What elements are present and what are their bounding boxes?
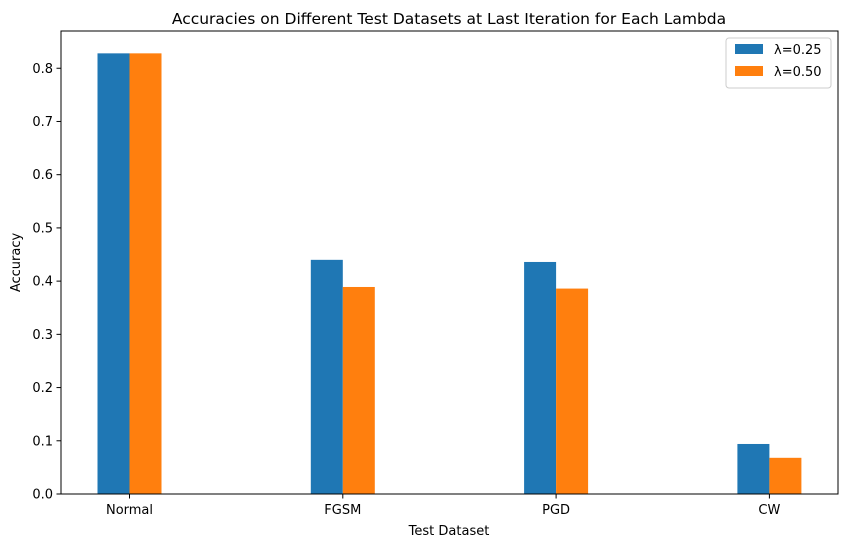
x-tick-label-pgd: PGD: [542, 503, 570, 518]
bar-pgd-series-1: [524, 261, 557, 494]
y-axis-title: Accuracy: [9, 233, 24, 293]
bar-pgd-series-2: [556, 288, 589, 494]
bar-fgsm-series-1: [310, 259, 343, 494]
x-axis: Normal FGSM PGD CW: [106, 494, 781, 518]
legend: λ=0.25 λ=0.50: [725, 37, 832, 89]
x-axis-title: Test Dataset: [408, 524, 490, 539]
legend-swatch-lambda-025: [735, 44, 763, 54]
y-tick-label: 0.0: [32, 488, 53, 503]
plot-frame: [60, 30, 839, 495]
x-tick-label-fgsm: FGSM: [324, 503, 361, 518]
y-tick-label: 0.8: [32, 62, 53, 77]
legend-label-lambda-025: λ=0.25: [774, 43, 822, 58]
chart-title: Accuracies on Different Test Datasets at…: [172, 10, 726, 28]
bar-normal-series-2: [129, 53, 162, 495]
y-tick-label: 0.7: [32, 115, 53, 130]
y-tick-label: 0.2: [32, 381, 53, 396]
legend-swatch-lambda-050: [735, 66, 763, 76]
y-tick-label: 0.3: [32, 328, 53, 343]
x-tick-label-normal: Normal: [106, 503, 153, 518]
bar-fgsm-series-2: [342, 286, 375, 494]
y-tick-label: 0.1: [32, 434, 53, 449]
bar-cw-series-2: [769, 457, 802, 494]
y-tick-label: 0.5: [32, 221, 53, 236]
bar-normal-series-1: [97, 53, 130, 495]
y-axis: 0.0 0.1 0.2 0.3 0.4 0.5 0.6 0.7 0.8: [32, 62, 61, 503]
legend-label-lambda-050: λ=0.50: [774, 65, 822, 80]
bar-cw-series-1: [737, 443, 770, 494]
bars-layer: [97, 53, 802, 495]
x-tick-label-cw: CW: [758, 503, 780, 518]
y-tick-label: 0.6: [32, 168, 53, 183]
y-tick-label: 0.4: [32, 275, 53, 290]
